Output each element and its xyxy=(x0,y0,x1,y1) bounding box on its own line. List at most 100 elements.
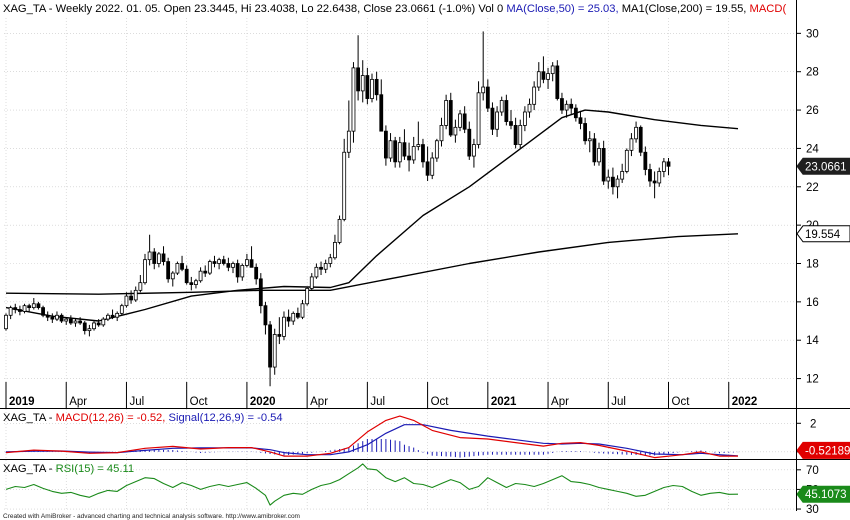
candle-down xyxy=(235,263,240,278)
candle-down xyxy=(203,270,208,274)
candle-down xyxy=(36,303,41,309)
candle-up xyxy=(291,312,296,322)
candle-up xyxy=(499,100,504,113)
candle-down xyxy=(578,117,583,124)
candle-down xyxy=(504,100,509,122)
candle-up xyxy=(388,140,393,159)
candle-down xyxy=(648,169,652,182)
candle-down xyxy=(45,314,50,318)
candle-down xyxy=(319,266,323,270)
candle-down xyxy=(509,121,513,126)
candle-down xyxy=(68,318,73,324)
candle-up xyxy=(133,289,138,301)
candle-down xyxy=(448,100,453,136)
candle-up xyxy=(657,171,662,184)
candle-up xyxy=(661,161,666,172)
rsi-y-tick-label: 70 xyxy=(806,465,819,477)
candle-down xyxy=(555,65,560,99)
candle-down xyxy=(462,113,467,130)
candle-up xyxy=(481,86,486,94)
candle-down xyxy=(82,322,87,332)
candle-up xyxy=(115,312,120,318)
ma50-line xyxy=(5,109,739,322)
candle-up xyxy=(101,318,106,326)
price-y-tick-label: 16 xyxy=(806,297,819,309)
date-x-tick-label: Jul xyxy=(370,396,385,408)
candle-up xyxy=(240,265,245,278)
date-x-tick-label: Oct xyxy=(190,396,209,408)
candle-down xyxy=(407,155,411,161)
candle-down xyxy=(666,161,671,167)
candle-down xyxy=(59,314,64,322)
ma200-line xyxy=(5,233,739,295)
candle-down xyxy=(110,314,115,318)
date-x-tick-label: 2022 xyxy=(732,396,758,408)
candle-down xyxy=(96,322,101,326)
candle-up xyxy=(207,261,212,274)
signal-line xyxy=(5,424,739,457)
rsi-y-tick-label: 30 xyxy=(806,504,819,516)
candle-down xyxy=(189,282,194,285)
candle-up xyxy=(550,65,555,75)
date-x-axis: 2019 Apr Jul Oct 2020 Apr Jul Oct 2021 Apr Jul Oct 2… xyxy=(5,382,758,408)
candle-down xyxy=(485,86,490,109)
macd-lines xyxy=(5,415,739,459)
candle-up xyxy=(333,241,337,259)
candle-down xyxy=(258,278,263,307)
candle-up xyxy=(342,151,347,220)
price-y-tick-label: 24 xyxy=(806,143,819,155)
price-header: XAG_TA - Weekly 2022. 01. 05. Open 23.34… xyxy=(3,3,786,15)
candle-down xyxy=(356,67,361,92)
candle-down xyxy=(249,259,254,268)
candle-down xyxy=(652,180,657,184)
candle-down xyxy=(365,75,370,99)
price-value-label-text: 19.554 xyxy=(805,229,841,241)
candle-up xyxy=(624,149,629,172)
candle-up xyxy=(527,103,532,113)
rsi-value-label-text: 45.1073 xyxy=(805,489,847,501)
candle-up xyxy=(587,138,592,142)
candle-down xyxy=(17,309,22,312)
candle-up xyxy=(300,303,305,318)
price-y-tick-label: 18 xyxy=(806,258,819,270)
candle-up xyxy=(87,328,92,332)
candle-up xyxy=(518,125,523,145)
price-pane[interactable]: 12 14 16 18 2022 24 26 28 30 2019 Apr Jul Oct 2020 Ap… xyxy=(3,3,850,408)
candle-up xyxy=(434,140,439,159)
candle-up xyxy=(106,314,110,320)
price-y-tick-label: 22 xyxy=(806,182,819,194)
candle-down xyxy=(27,305,32,309)
candle-down xyxy=(573,107,578,119)
price-value-label-box xyxy=(796,225,850,243)
candle-down xyxy=(152,251,157,264)
date-x-tick-label: Apr xyxy=(310,396,328,408)
candle-up xyxy=(444,100,449,126)
candle-down xyxy=(286,316,291,322)
candle-up xyxy=(620,171,625,180)
rsi-pane[interactable]: 305070 45.1073 XAG_TA - RSI(15) = 45.11 xyxy=(3,460,850,516)
candle-down xyxy=(592,138,597,163)
candle-up xyxy=(73,320,78,324)
candle-up xyxy=(522,111,527,126)
candle-up xyxy=(634,126,638,140)
candle-up xyxy=(346,130,351,153)
candle-up xyxy=(439,125,444,142)
candle-down xyxy=(393,140,398,163)
candle-up xyxy=(629,138,634,151)
macd-value-label-box xyxy=(796,441,850,459)
price-grid xyxy=(4,18,796,392)
candle-up xyxy=(323,263,328,270)
date-x-tick-label: Apr xyxy=(551,396,569,408)
candle-up xyxy=(351,67,356,132)
rsi-path xyxy=(5,463,739,506)
price-y-tick-label: 26 xyxy=(806,105,819,117)
candle-down xyxy=(78,320,83,324)
candle-up xyxy=(453,126,458,136)
date-x-tick-label: Apr xyxy=(69,396,87,408)
macd-pane[interactable]: 02 -0.52189 XAG_TA - MACD(12,26) = -0.52… xyxy=(3,409,850,459)
rsi-header: XAG_TA - RSI(15) = 45.11 xyxy=(3,463,134,475)
candle-down xyxy=(638,126,643,153)
candle-down xyxy=(254,266,259,280)
candle-up xyxy=(564,103,569,111)
